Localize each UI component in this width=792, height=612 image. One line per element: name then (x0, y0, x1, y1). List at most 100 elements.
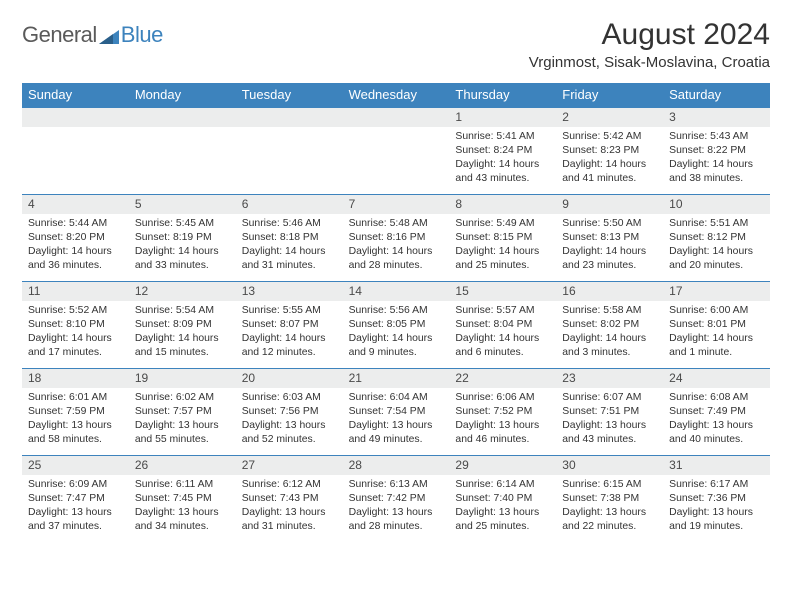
daylight-text: Daylight: 14 hours and 17 minutes. (28, 332, 123, 360)
day-cell: 27Sunrise: 6:12 AMSunset: 7:43 PMDayligh… (236, 456, 343, 542)
daylight-text: Daylight: 13 hours and 40 minutes. (669, 419, 764, 447)
day-cell: 25Sunrise: 6:09 AMSunset: 7:47 PMDayligh… (22, 456, 129, 542)
day-number: 7 (343, 195, 450, 214)
sunset-text: Sunset: 8:19 PM (135, 231, 230, 245)
daylight-text: Daylight: 14 hours and 28 minutes. (349, 245, 444, 273)
day-info: Sunrise: 6:17 AMSunset: 7:36 PMDaylight:… (663, 475, 770, 536)
day-info: Sunrise: 5:41 AMSunset: 8:24 PMDaylight:… (449, 127, 556, 188)
sunset-text: Sunset: 8:05 PM (349, 318, 444, 332)
sunrise-text: Sunrise: 5:50 AM (562, 217, 657, 231)
weeks-container: 1Sunrise: 5:41 AMSunset: 8:24 PMDaylight… (22, 107, 770, 542)
day-number (343, 108, 450, 127)
daylight-text: Daylight: 14 hours and 36 minutes. (28, 245, 123, 273)
daylight-text: Daylight: 13 hours and 28 minutes. (349, 506, 444, 534)
day-number: 15 (449, 282, 556, 301)
sunset-text: Sunset: 7:52 PM (455, 405, 550, 419)
sunrise-text: Sunrise: 5:41 AM (455, 130, 550, 144)
day-cell: 21Sunrise: 6:04 AMSunset: 7:54 PMDayligh… (343, 369, 450, 455)
day-info: Sunrise: 5:52 AMSunset: 8:10 PMDaylight:… (22, 301, 129, 362)
sunset-text: Sunset: 7:49 PM (669, 405, 764, 419)
daylight-text: Daylight: 14 hours and 38 minutes. (669, 158, 764, 186)
day-number: 13 (236, 282, 343, 301)
day-cell: 22Sunrise: 6:06 AMSunset: 7:52 PMDayligh… (449, 369, 556, 455)
sunrise-text: Sunrise: 6:13 AM (349, 478, 444, 492)
day-number: 18 (22, 369, 129, 388)
day-number (236, 108, 343, 127)
day-cell: 10Sunrise: 5:51 AMSunset: 8:12 PMDayligh… (663, 195, 770, 281)
sunset-text: Sunset: 7:57 PM (135, 405, 230, 419)
weekday-header: Saturday (663, 83, 770, 107)
sunrise-text: Sunrise: 5:48 AM (349, 217, 444, 231)
sunset-text: Sunset: 8:12 PM (669, 231, 764, 245)
daylight-text: Daylight: 14 hours and 6 minutes. (455, 332, 550, 360)
day-number: 27 (236, 456, 343, 475)
daylight-text: Daylight: 13 hours and 22 minutes. (562, 506, 657, 534)
day-number: 14 (343, 282, 450, 301)
day-info: Sunrise: 5:49 AMSunset: 8:15 PMDaylight:… (449, 214, 556, 275)
day-number: 8 (449, 195, 556, 214)
day-cell: 1Sunrise: 5:41 AMSunset: 8:24 PMDaylight… (449, 108, 556, 194)
sunset-text: Sunset: 7:59 PM (28, 405, 123, 419)
day-number: 1 (449, 108, 556, 127)
sunset-text: Sunset: 8:16 PM (349, 231, 444, 245)
sunset-text: Sunset: 8:09 PM (135, 318, 230, 332)
day-number: 23 (556, 369, 663, 388)
daylight-text: Daylight: 13 hours and 34 minutes. (135, 506, 230, 534)
week-row: 11Sunrise: 5:52 AMSunset: 8:10 PMDayligh… (22, 281, 770, 368)
day-number: 29 (449, 456, 556, 475)
sunrise-text: Sunrise: 6:02 AM (135, 391, 230, 405)
logo-text-blue: Blue (121, 22, 163, 48)
sunrise-text: Sunrise: 5:52 AM (28, 304, 123, 318)
day-number: 17 (663, 282, 770, 301)
day-number: 28 (343, 456, 450, 475)
day-number: 5 (129, 195, 236, 214)
day-cell: 13Sunrise: 5:55 AMSunset: 8:07 PMDayligh… (236, 282, 343, 368)
day-number: 21 (343, 369, 450, 388)
sunrise-text: Sunrise: 5:51 AM (669, 217, 764, 231)
header-row: General Blue August 2024 Vrginmost, Sisa… (22, 18, 770, 71)
sunset-text: Sunset: 8:10 PM (28, 318, 123, 332)
day-info: Sunrise: 5:55 AMSunset: 8:07 PMDaylight:… (236, 301, 343, 362)
sunrise-text: Sunrise: 6:11 AM (135, 478, 230, 492)
day-cell: 17Sunrise: 6:00 AMSunset: 8:01 PMDayligh… (663, 282, 770, 368)
sunrise-text: Sunrise: 5:44 AM (28, 217, 123, 231)
daylight-text: Daylight: 14 hours and 12 minutes. (242, 332, 337, 360)
day-info: Sunrise: 6:08 AMSunset: 7:49 PMDaylight:… (663, 388, 770, 449)
day-info: Sunrise: 5:57 AMSunset: 8:04 PMDaylight:… (449, 301, 556, 362)
sunrise-text: Sunrise: 5:46 AM (242, 217, 337, 231)
day-cell: 2Sunrise: 5:42 AMSunset: 8:23 PMDaylight… (556, 108, 663, 194)
sunrise-text: Sunrise: 5:55 AM (242, 304, 337, 318)
daylight-text: Daylight: 13 hours and 25 minutes. (455, 506, 550, 534)
sunrise-text: Sunrise: 6:07 AM (562, 391, 657, 405)
day-cell: 3Sunrise: 5:43 AMSunset: 8:22 PMDaylight… (663, 108, 770, 194)
weekday-header-row: Sunday Monday Tuesday Wednesday Thursday… (22, 83, 770, 107)
day-info: Sunrise: 6:02 AMSunset: 7:57 PMDaylight:… (129, 388, 236, 449)
day-number: 24 (663, 369, 770, 388)
weekday-header: Monday (129, 83, 236, 107)
sunset-text: Sunset: 8:04 PM (455, 318, 550, 332)
day-number: 16 (556, 282, 663, 301)
sunset-text: Sunset: 8:18 PM (242, 231, 337, 245)
sunrise-text: Sunrise: 6:01 AM (28, 391, 123, 405)
weekday-header: Thursday (449, 83, 556, 107)
sunrise-text: Sunrise: 6:08 AM (669, 391, 764, 405)
daylight-text: Daylight: 13 hours and 46 minutes. (455, 419, 550, 447)
day-number (129, 108, 236, 127)
day-info: Sunrise: 5:44 AMSunset: 8:20 PMDaylight:… (22, 214, 129, 275)
day-info: Sunrise: 5:56 AMSunset: 8:05 PMDaylight:… (343, 301, 450, 362)
day-number: 25 (22, 456, 129, 475)
sunset-text: Sunset: 7:43 PM (242, 492, 337, 506)
day-number (22, 108, 129, 127)
daylight-text: Daylight: 13 hours and 58 minutes. (28, 419, 123, 447)
sunrise-text: Sunrise: 6:03 AM (242, 391, 337, 405)
sunrise-text: Sunrise: 6:14 AM (455, 478, 550, 492)
sunrise-text: Sunrise: 5:45 AM (135, 217, 230, 231)
day-cell: 19Sunrise: 6:02 AMSunset: 7:57 PMDayligh… (129, 369, 236, 455)
daylight-text: Daylight: 13 hours and 49 minutes. (349, 419, 444, 447)
month-title: August 2024 (529, 18, 770, 52)
sunrise-text: Sunrise: 6:06 AM (455, 391, 550, 405)
day-cell: 6Sunrise: 5:46 AMSunset: 8:18 PMDaylight… (236, 195, 343, 281)
daylight-text: Daylight: 14 hours and 23 minutes. (562, 245, 657, 273)
sunrise-text: Sunrise: 5:57 AM (455, 304, 550, 318)
day-number: 31 (663, 456, 770, 475)
